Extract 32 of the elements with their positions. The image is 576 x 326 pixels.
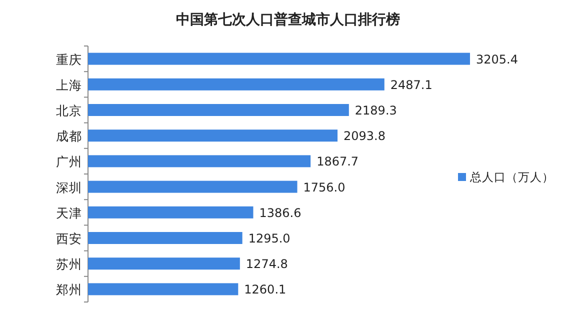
y-tick-label: 成都 — [56, 128, 82, 144]
data-label: 1295.0 — [248, 232, 290, 246]
bar — [88, 78, 384, 90]
y-tick-label: 苏州 — [56, 256, 82, 272]
chart-title: 中国第七次人口普查城市人口排行榜 — [176, 11, 400, 28]
y-tick-label: 西安 — [56, 231, 82, 246]
data-label: 3205.4 — [476, 52, 518, 66]
data-label: 2093.8 — [344, 129, 386, 144]
bar — [88, 52, 470, 65]
bar — [88, 180, 298, 193]
data-label: 1867.7 — [316, 154, 359, 169]
data-label: 2189.3 — [354, 104, 397, 118]
data-label: 1386.6 — [259, 206, 302, 220]
bar — [88, 130, 338, 142]
y-tick-label: 郑州 — [56, 282, 82, 298]
bar — [88, 206, 254, 218]
y-tick-label: 广州 — [56, 154, 82, 170]
bar — [88, 258, 240, 270]
data-label: 1756.0 — [303, 180, 346, 194]
y-tick-label: 北京 — [56, 103, 82, 118]
bar — [88, 155, 311, 168]
data-label: 1274.8 — [246, 257, 288, 272]
bar — [88, 283, 238, 296]
data-label: 1260.1 — [244, 282, 286, 297]
y-tick-label: 上海 — [56, 77, 82, 92]
bar — [88, 232, 242, 244]
y-tick-label: 重庆 — [56, 52, 82, 67]
legend-label: 总人口（万人） — [469, 170, 554, 184]
data-label: 2487.1 — [390, 78, 432, 92]
y-tick-label: 深圳 — [56, 180, 82, 195]
bar — [88, 104, 349, 116]
y-tick-label: 天津 — [56, 205, 82, 220]
